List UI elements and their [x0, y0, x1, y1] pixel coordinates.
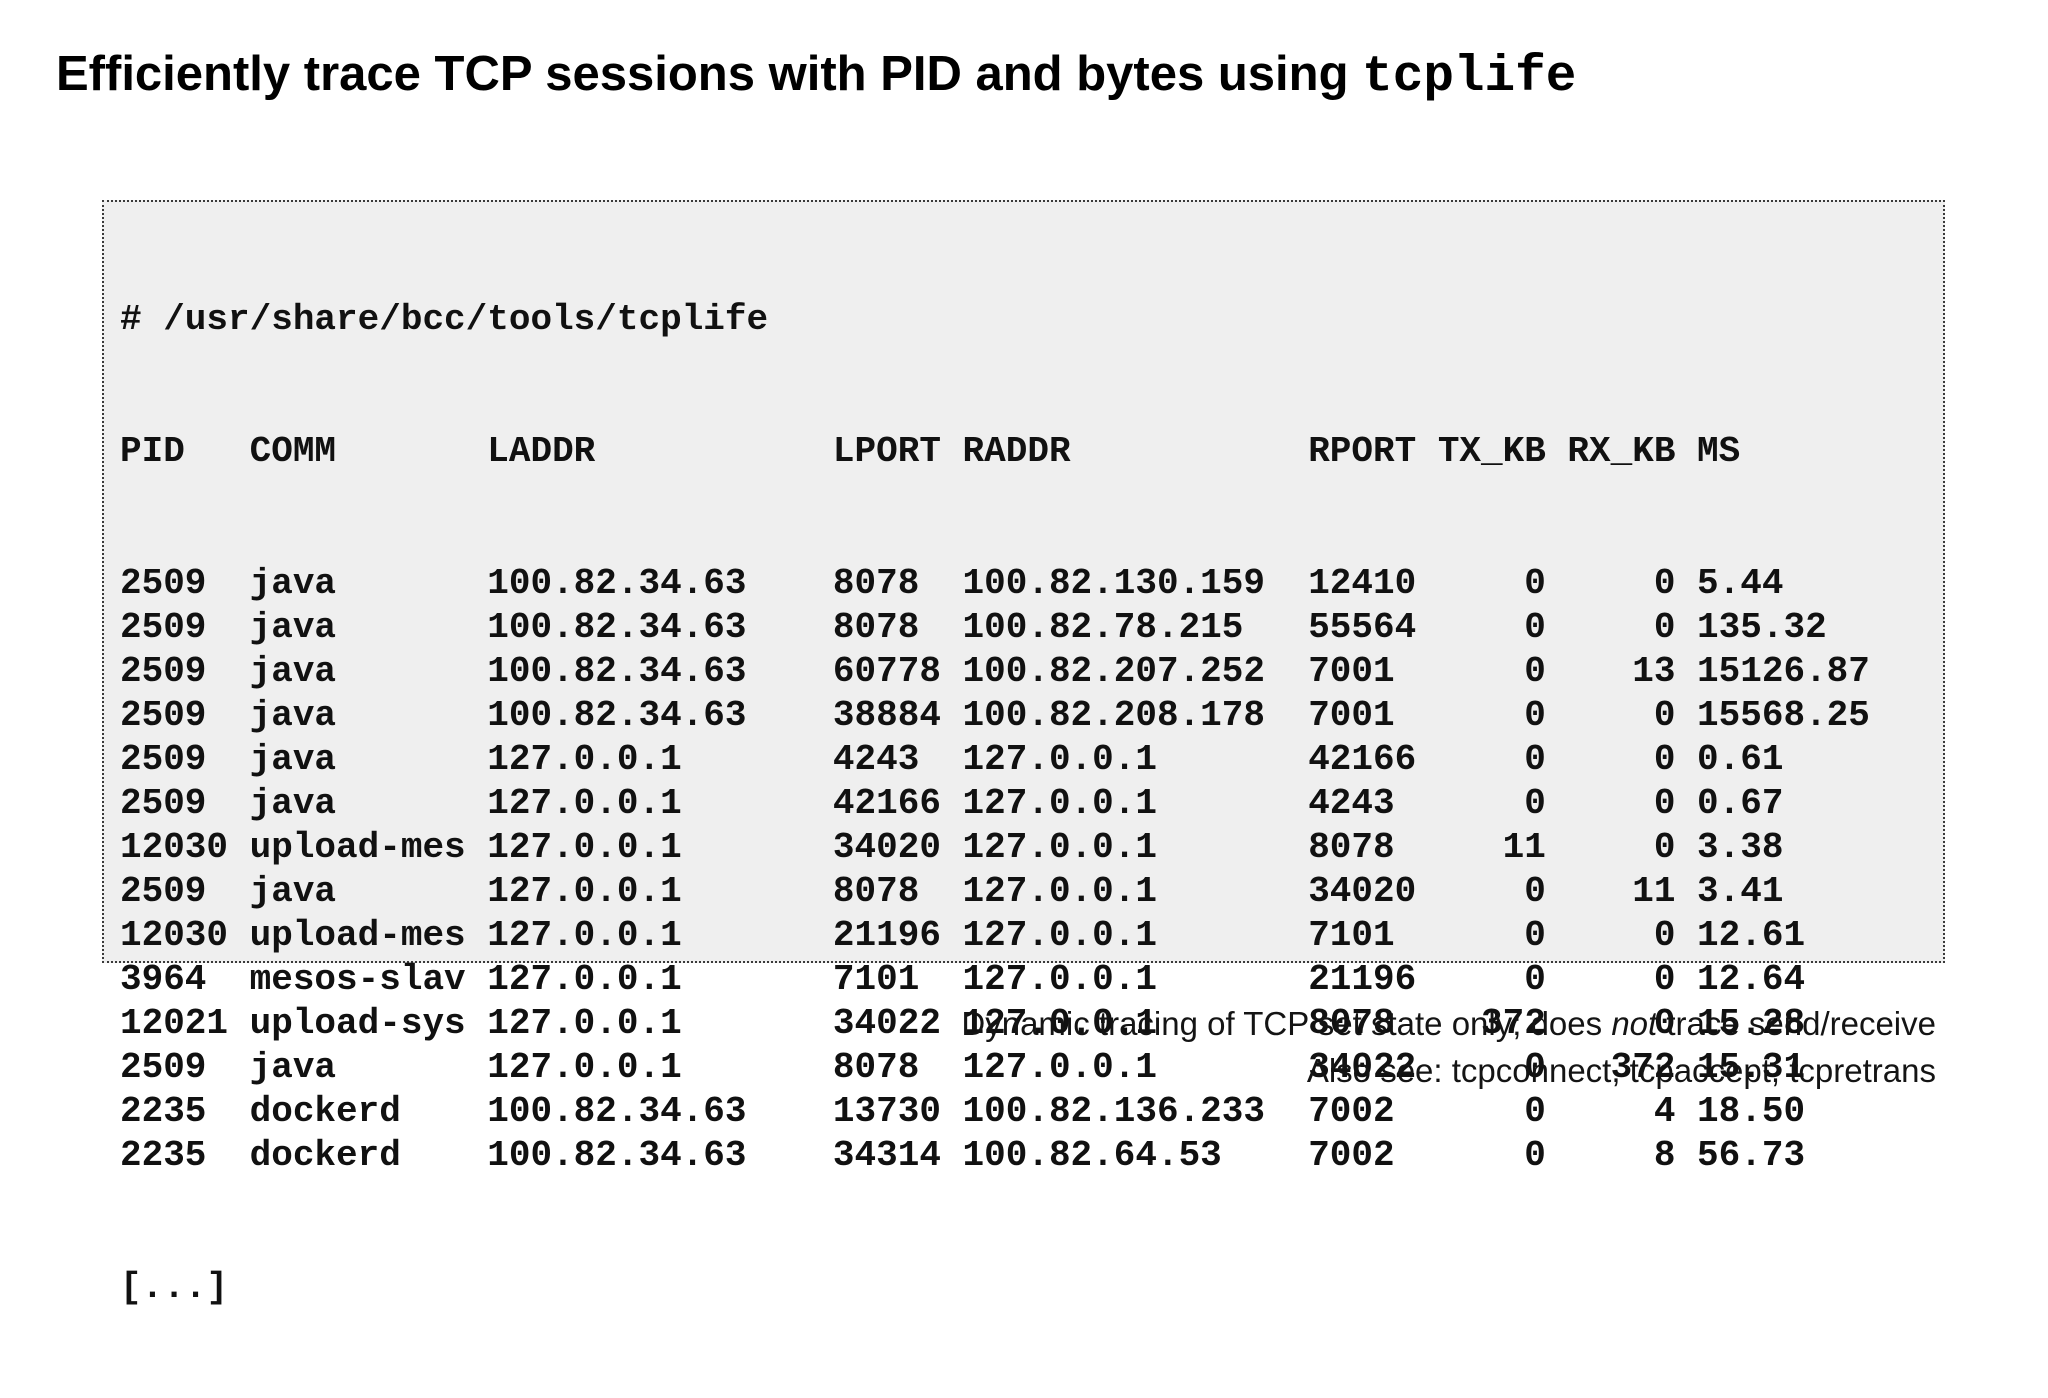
table-row: 2235 dockerd 100.82.34.63 13730 100.82.1…: [120, 1091, 1806, 1132]
table-row: 2509 java 127.0.0.1 8078 127.0.0.1 34022…: [120, 1047, 1806, 1088]
table-row: 12030 upload-mes 127.0.0.1 21196 127.0.0…: [120, 915, 1806, 956]
table-header-row: PID COMM LADDR LPORT RADDR RPORT TX_KB R…: [120, 431, 1741, 472]
table-row: 2509 java 100.82.34.63 60778 100.82.207.…: [120, 651, 1870, 692]
table-row: 2509 java 127.0.0.1 4243 127.0.0.1 42166…: [120, 739, 1784, 780]
table-row: 2509 java 127.0.0.1 42166 127.0.0.1 4243…: [120, 783, 1784, 824]
footer-note-tracing-italic: not: [1611, 1005, 1658, 1042]
terminal-output-box: # /usr/share/bcc/tools/tcplife PID COMM …: [102, 200, 1945, 1308]
footer-note-tracing-start: Dynamic tracing of TCP set state only; d…: [961, 1005, 1612, 1042]
table-row: 2509 java 100.82.34.63 8078 100.82.130.1…: [120, 563, 1784, 604]
command-line: # /usr/share/bcc/tools/tcplife: [120, 299, 769, 340]
page-title-text: Efficiently trace TCP sessions with PID …: [56, 47, 1363, 101]
table-row: 3964 mesos-slav 127.0.0.1 7101 127.0.0.1…: [120, 959, 1806, 1000]
footer-note-tracing-end: trace send/receive: [1657, 1005, 1936, 1042]
truncation-indicator: [...]: [120, 1267, 229, 1308]
table-row: 2509 java 100.82.34.63 8078 100.82.78.21…: [120, 607, 1827, 648]
table-row: 2235 dockerd 100.82.34.63 34314 100.82.6…: [120, 1135, 1806, 1176]
table-row: 2509 java 100.82.34.63 38884 100.82.208.…: [120, 695, 1870, 736]
terminal-output: # /usr/share/bcc/tools/tcplife PID COMM …: [104, 202, 1943, 1398]
page-title-code-tcplife: tcplife: [1362, 49, 1577, 106]
footer-notes: Dynamic tracing of TCP set state only; d…: [961, 1000, 1936, 1094]
table-row: 12030 upload-mes 127.0.0.1 34020 127.0.0…: [120, 827, 1784, 868]
footer-note-tracing: Dynamic tracing of TCP set state only; d…: [961, 1000, 1936, 1047]
table-row: 12021 upload-sys 127.0.0.1 34022 127.0.0…: [120, 1003, 1806, 1044]
page-title: Efficiently trace TCP sessions with PID …: [56, 46, 1576, 106]
table-row: 2509 java 127.0.0.1 8078 127.0.0.1 34020…: [120, 871, 1784, 912]
footer-note-also-see: Also see: tcpconnect, tcpaccept, tcpretr…: [1306, 1052, 1936, 1089]
